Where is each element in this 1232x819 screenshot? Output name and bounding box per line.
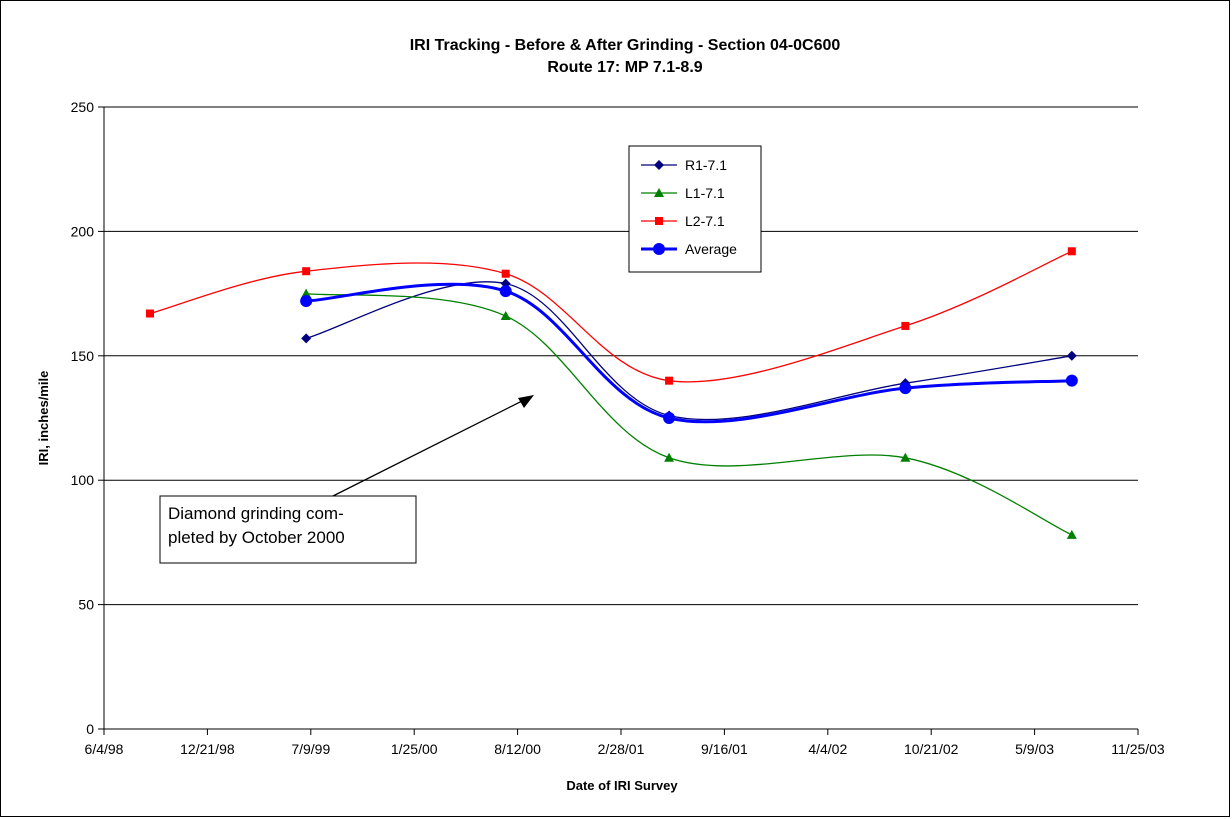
series-line <box>306 292 1073 536</box>
y-tick-label: 0 <box>86 721 94 737</box>
legend-label: L1-7.1 <box>685 185 725 201</box>
x-tick-label: 8/12/00 <box>494 741 541 757</box>
y-axis-title: IRI, inches/mile <box>36 371 51 466</box>
legend-entry: Average <box>641 241 737 257</box>
legend-entry: R1-7.1 <box>641 157 727 173</box>
chart-subtitle: Route 17: MP 7.1-8.9 <box>547 59 702 76</box>
data-point <box>664 452 675 462</box>
x-tick-label: 11/25/03 <box>1111 741 1165 757</box>
series-line <box>306 282 1072 424</box>
data-point <box>1065 374 1078 387</box>
x-tick-label: 7/9/99 <box>291 741 330 757</box>
tick-labels: 0 50 100 150 200 250 6/4/98 12/21/98 7/9/99 1/25/… <box>71 99 1165 757</box>
data-point <box>1066 350 1077 361</box>
y-tick-label: 50 <box>78 597 94 613</box>
x-tick-label: 2/28/01 <box>598 741 645 757</box>
annotation-text: pleted by October 2000 <box>168 528 345 547</box>
data-point <box>499 285 512 298</box>
data-point <box>901 321 910 330</box>
series-lines <box>146 247 1078 539</box>
y-tick-label: 100 <box>71 472 95 488</box>
annotation-arrowhead <box>518 395 534 408</box>
grid-lines <box>104 106 1138 606</box>
legend-swatch-marker <box>653 243 665 255</box>
y-tick-label: 250 <box>71 99 95 115</box>
chart-title: IRI Tracking - Before & After Grinding -… <box>410 37 841 54</box>
annotation-arrow-line <box>332 396 531 497</box>
series-line <box>305 281 1072 421</box>
data-point <box>1066 529 1077 539</box>
legend-label: L2-7.1 <box>685 213 725 229</box>
legend-entry: L2-7.1 <box>641 213 725 229</box>
data-point <box>500 310 511 320</box>
series-average <box>300 282 1078 424</box>
data-point <box>899 382 912 395</box>
data-point <box>301 333 312 344</box>
data-point <box>146 309 155 318</box>
data-point <box>665 376 674 385</box>
legend-swatch-marker <box>654 160 664 170</box>
series-l1-7.1 <box>301 288 1077 539</box>
legend-label: R1-7.1 <box>685 157 727 173</box>
series-line <box>149 250 1073 383</box>
y-tick-label: 200 <box>71 223 95 239</box>
data-point <box>900 452 911 462</box>
data-point <box>501 269 510 278</box>
data-point <box>301 288 312 298</box>
annotation-text: Diamond grinding com- <box>168 504 344 523</box>
annotation: Diamond grinding com-pleted by October 2… <box>159 395 534 564</box>
series-r1-7.1 <box>301 278 1077 421</box>
series-l2-7.1 <box>146 247 1076 385</box>
x-tick-label: 5/9/03 <box>1015 741 1054 757</box>
legend-label: Average <box>685 241 737 257</box>
data-point <box>302 267 311 276</box>
y-tick-label: 150 <box>71 348 95 364</box>
legend: R1-7.1 L1-7.1 L2-7.1 Average <box>628 145 762 273</box>
annotation-box <box>159 495 417 564</box>
axes <box>98 106 1139 735</box>
x-tick-label: 6/4/98 <box>85 741 124 757</box>
legend-entry: L1-7.1 <box>641 185 725 201</box>
x-tick-label: 4/4/02 <box>808 741 847 757</box>
data-point <box>300 295 313 308</box>
data-point <box>1067 247 1076 256</box>
x-tick-label: 12/21/98 <box>180 741 235 757</box>
x-tick-label: 10/21/02 <box>904 741 959 757</box>
legend-swatch-marker <box>654 188 664 197</box>
legend-box <box>628 145 762 273</box>
data-point <box>663 412 676 424</box>
legend-swatch-marker <box>655 217 663 225</box>
x-tick-label: 9/16/01 <box>701 741 748 757</box>
x-tick-label: 1/25/00 <box>391 741 438 757</box>
x-axis-title: Date of IRI Survey <box>566 778 678 793</box>
